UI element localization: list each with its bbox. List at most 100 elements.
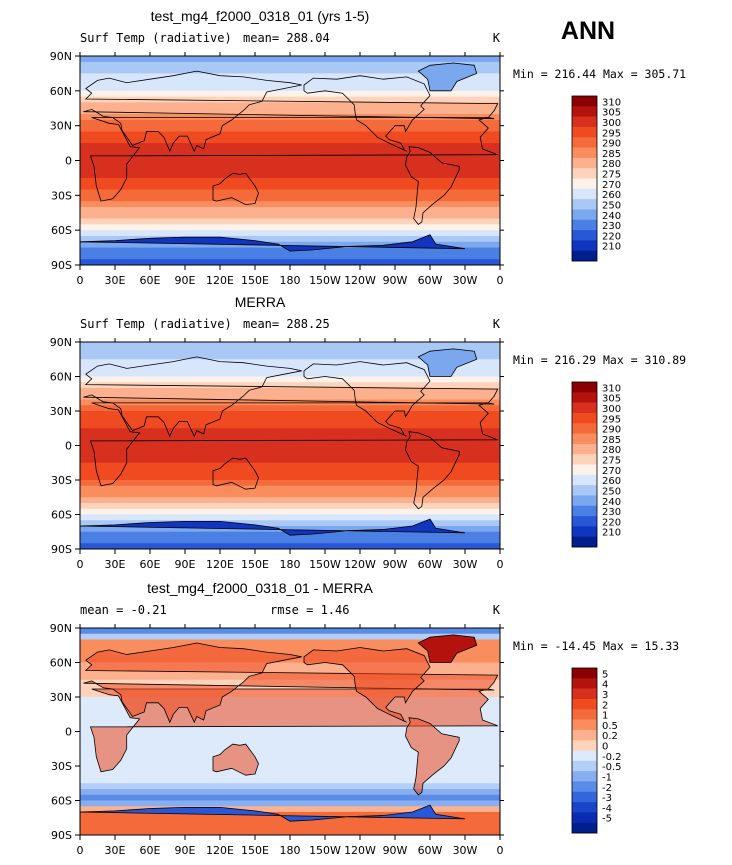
lat-band (80, 359, 500, 366)
eurasia-outline (83, 356, 499, 438)
colorbar-label: 0 (602, 742, 608, 753)
colorbar-label: 2 (602, 700, 608, 711)
y-tick-label: 0 (65, 726, 72, 739)
colorbar-label: -4 (602, 803, 612, 814)
lat-band (80, 812, 500, 819)
x-tick-label: 60W (418, 844, 443, 857)
colorbar-label: 290 (602, 425, 621, 436)
colorbar-frame (571, 667, 598, 834)
colorbar-label: 220 (602, 517, 621, 528)
colorbar-frame (571, 381, 598, 548)
lat-band (80, 731, 500, 738)
lat-band (80, 480, 500, 487)
lat-band (80, 520, 500, 527)
lat-band (80, 777, 500, 784)
lat-band (80, 668, 500, 675)
colorbar-frame (571, 95, 598, 262)
colorbar-swatch (572, 781, 597, 793)
colorbar-label: 285 (602, 435, 621, 446)
colorbar-label: -1 (602, 772, 612, 783)
y-tick-label: 30N (50, 120, 72, 133)
colorbar-swatch (572, 137, 597, 148)
lat-band (80, 508, 500, 516)
lat-band (80, 645, 500, 652)
lat-band (80, 656, 500, 664)
colorbar-swatch (572, 250, 597, 262)
colorbar-label: 280 (602, 445, 621, 456)
colorbar-swatch (572, 536, 597, 548)
lat-band (80, 218, 500, 225)
lat-band (80, 224, 500, 231)
center-label: mean= 288.25 (243, 317, 330, 331)
colorbar-label: 270 (602, 466, 621, 477)
greenland-outline (417, 348, 478, 377)
colorbar-swatch (572, 230, 597, 241)
center-label: mean= 288.04 (243, 31, 330, 45)
x-tick-label: 150E (241, 844, 269, 857)
lat-band (80, 206, 500, 214)
x-tick-label: 30W (453, 844, 478, 857)
units-label: K (493, 317, 501, 331)
lat-band (80, 119, 500, 127)
min-max-label: Min = 216.44 Max = 305.71 (513, 67, 686, 81)
x-tick-label: 30W (453, 274, 478, 287)
colorbar-swatch (572, 116, 597, 128)
colorbar-swatch (572, 168, 597, 179)
lat-band (80, 434, 500, 441)
lat-band (80, 806, 500, 813)
x-tick-label: 90W (383, 558, 408, 571)
y-tick-label: 90N (50, 50, 72, 63)
colorbar-label: 3 (602, 690, 608, 701)
colorbar-swatch (572, 802, 597, 813)
lat-band (80, 794, 500, 802)
colorbar-label: 310 (602, 97, 621, 108)
x-tick-label: 60E (140, 274, 161, 287)
colorbar-swatch (572, 812, 597, 823)
heatmap-field (80, 628, 500, 835)
x-tick-label: 150W (309, 558, 341, 571)
x-tick-label: 30E (105, 558, 126, 571)
lat-band (80, 201, 500, 208)
colorbar-label: 275 (602, 170, 621, 181)
colorbar-swatch (572, 106, 597, 117)
africa-outline (89, 117, 498, 202)
colorbar-label: 210 (602, 242, 621, 253)
colorbar-swatch (572, 526, 597, 537)
lat-band (80, 160, 500, 167)
y-tick-label: 60S (51, 795, 72, 808)
colorbar-swatch (572, 178, 597, 190)
colorbar-swatch (572, 495, 597, 507)
lat-band (80, 342, 500, 349)
lat-band (80, 800, 500, 807)
colorbar-label: 260 (602, 190, 621, 201)
lat-band (80, 514, 500, 521)
lat-band (80, 633, 500, 641)
colorbar-label: 230 (602, 507, 621, 518)
lat-band (80, 177, 500, 185)
x-tick-label: 150E (241, 274, 269, 287)
lat-band (80, 468, 500, 475)
colorbar-label: -2 (602, 783, 612, 794)
x-tick-label: 120E (206, 558, 234, 571)
colorbar-swatch (572, 709, 597, 720)
lat-band (80, 766, 500, 773)
y-tick-label: 90S (51, 259, 72, 272)
lat-band (80, 743, 500, 750)
y-tick-label: 90S (51, 829, 72, 842)
colorbar-swatch (572, 516, 597, 527)
colorbar-label: 270 (602, 180, 621, 191)
colorbar-label: 230 (602, 221, 621, 232)
x-tick-label: 150W (309, 844, 341, 857)
north-america-outline (303, 361, 431, 437)
y-tick-label: 60N (50, 85, 72, 98)
colorbar-label: 285 (602, 149, 621, 160)
lat-band (80, 829, 500, 835)
lat-band (80, 166, 500, 173)
lat-band (80, 789, 500, 796)
colorbar-swatch (572, 157, 597, 169)
lat-band (80, 462, 500, 470)
australia-outline (212, 457, 259, 490)
colorbar-swatch (572, 454, 597, 465)
colorbar-swatch (572, 433, 597, 445)
